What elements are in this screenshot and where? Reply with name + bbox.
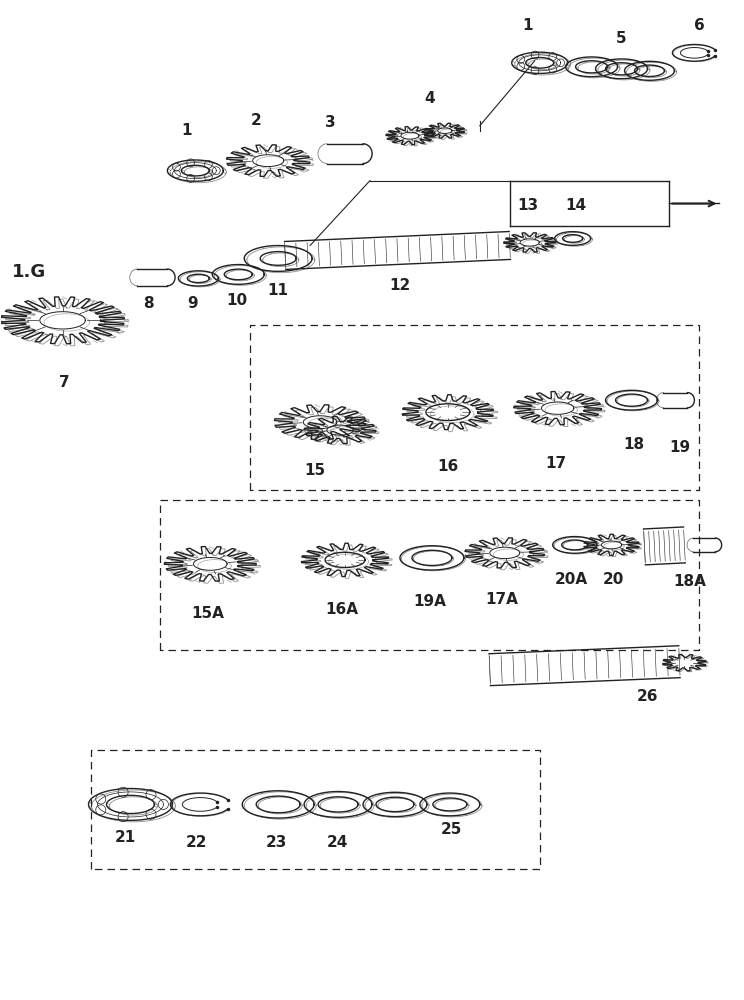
Text: 17A: 17A	[485, 592, 518, 607]
Text: 14: 14	[565, 198, 586, 213]
Text: 22: 22	[185, 835, 207, 850]
Text: 2: 2	[251, 113, 262, 128]
Text: 6: 6	[694, 18, 705, 33]
Text: 18: 18	[623, 437, 644, 452]
Text: 13: 13	[517, 198, 538, 213]
Text: 12: 12	[389, 278, 411, 293]
Text: 20: 20	[603, 572, 624, 587]
Text: 23: 23	[266, 835, 287, 850]
Text: 11: 11	[268, 283, 289, 298]
Text: 1.G: 1.G	[11, 263, 46, 281]
Text: 24: 24	[327, 835, 347, 850]
Text: 5: 5	[616, 31, 627, 46]
Text: 20A: 20A	[555, 572, 589, 587]
Text: 16A: 16A	[326, 602, 359, 617]
Text: 10: 10	[227, 293, 248, 308]
Text: 16: 16	[437, 459, 458, 474]
Text: 26: 26	[637, 689, 658, 704]
Text: 1: 1	[181, 123, 192, 138]
Text: 21: 21	[115, 830, 136, 845]
Text: 15A: 15A	[191, 606, 224, 621]
Text: 1: 1	[522, 18, 533, 33]
Text: 8: 8	[143, 296, 154, 311]
Text: 25: 25	[441, 822, 463, 837]
Text: 17: 17	[545, 456, 566, 471]
Text: 19A: 19A	[414, 594, 446, 609]
Text: 9: 9	[187, 296, 198, 311]
Text: 15: 15	[304, 463, 326, 478]
Text: 19: 19	[669, 440, 690, 455]
Text: 18A: 18A	[673, 574, 706, 589]
Text: 3: 3	[325, 115, 336, 130]
Text: 7: 7	[60, 375, 70, 390]
Text: 4: 4	[425, 91, 435, 106]
